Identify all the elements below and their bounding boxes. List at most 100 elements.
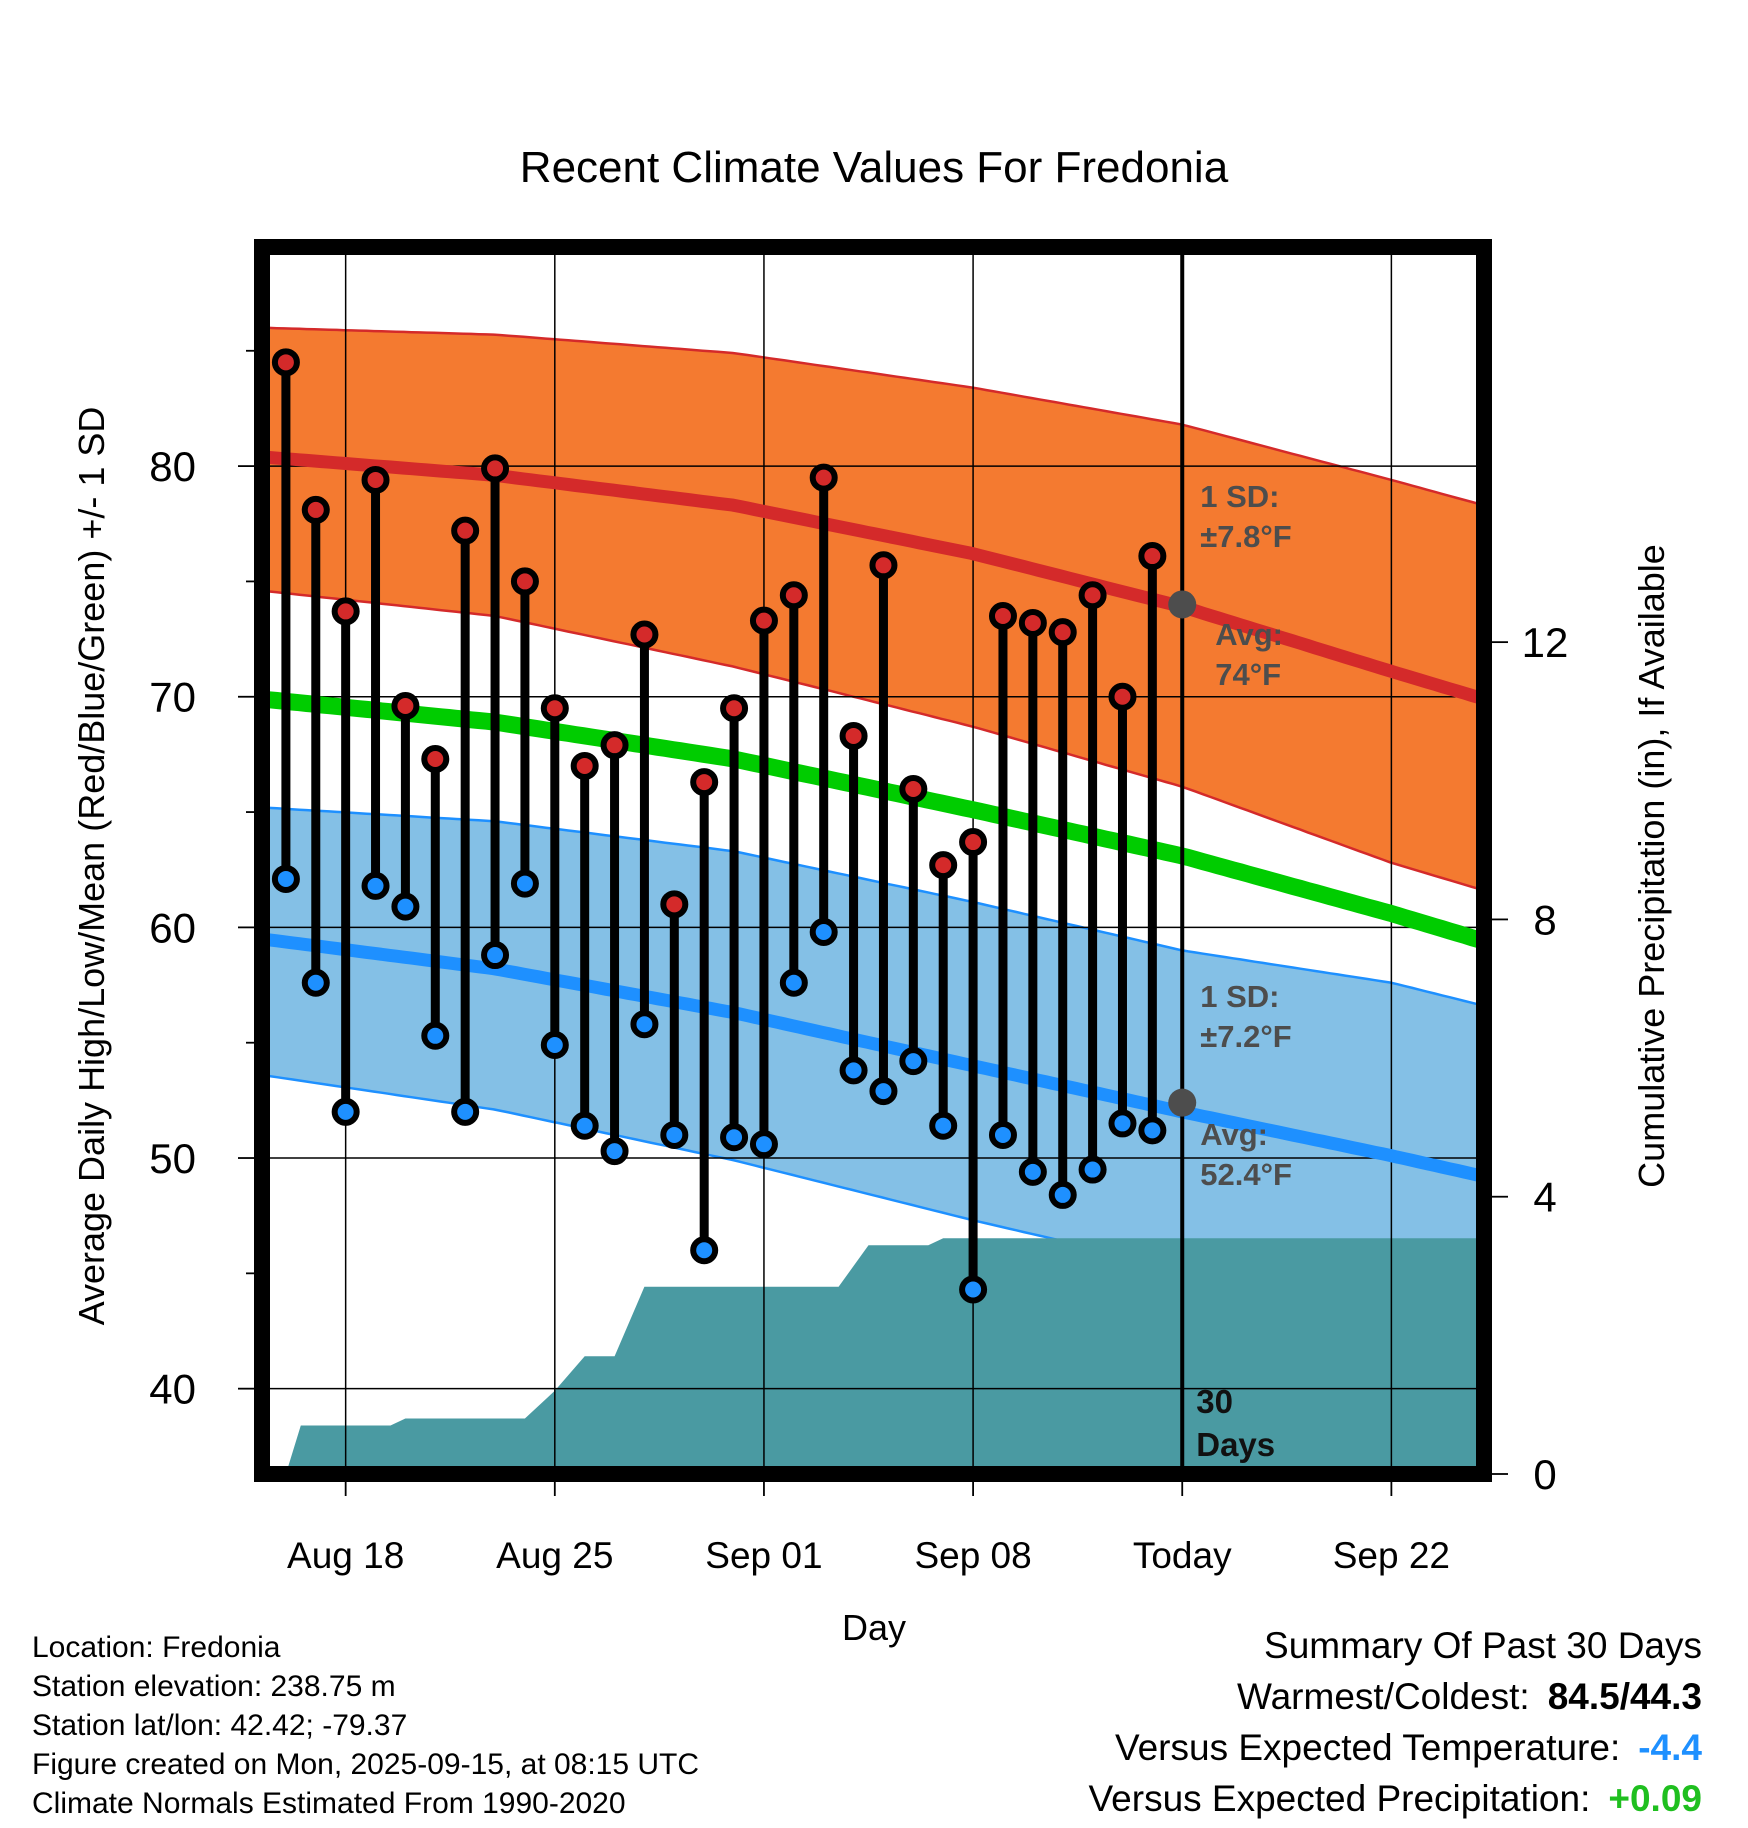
plot-area: 1 SD: ±7.8°F Avg: 74°F 1 SD: ±7.2°F Avg: 52.4°F… [262, 247, 1484, 1474]
daily-high-point [1138, 542, 1167, 571]
daily-high-point [899, 775, 928, 804]
summary-precip-value: +0.09 [1608, 1778, 1702, 1819]
plot-overlay: 40 50 60 70 80 0 4 8 12 Aug 18 Aug 25 Sep 01 Sep 08 T… [71, 239, 1672, 1648]
precipitation-area [285, 1238, 1484, 1474]
daily-low-point [988, 1120, 1017, 1149]
y2-tick-label: 4 [1533, 1174, 1556, 1221]
daily-low-point [1078, 1155, 1107, 1184]
meta-latlon: Station lat/lon: 42.42; -79.37 [32, 1709, 408, 1742]
daily-low-point [271, 864, 300, 893]
meta-created: Figure created on Mon, 2025-09-15, at 08… [32, 1748, 700, 1781]
daily-low-point [660, 1120, 689, 1149]
daily-high-point [929, 851, 958, 880]
daily-low-point [481, 941, 510, 970]
daily-low-point [630, 1010, 659, 1039]
normal-high-line [262, 450, 1482, 704]
y-tick-label: 40 [149, 1366, 196, 1413]
daily-high-point [779, 581, 808, 610]
summary-temp-label: Versus Expected Temperature: [1114, 1727, 1621, 1768]
daily-low-point [361, 871, 390, 900]
summary-temp-value: -4.4 [1638, 1727, 1702, 1768]
today-high-avg-marker [1168, 590, 1197, 619]
daily-low-point [1138, 1116, 1167, 1145]
daily-high-point [361, 465, 390, 494]
daily-high-point [570, 751, 599, 780]
daily-low-point [1018, 1157, 1047, 1186]
y-tick-label: 80 [149, 443, 196, 490]
low-avg-value: 52.4°F [1200, 1157, 1292, 1192]
x-tick-label: Aug 25 [496, 1535, 613, 1576]
y-axis-label: Average Daily High/Low/Mean (Red/Blue/Gr… [71, 407, 112, 1326]
x-tick-label: Sep 22 [1333, 1535, 1450, 1576]
plot-inner: 1 SD: ±7.8°F Avg: 74°F 1 SD: ±7.2°F Avg: 52.4°F… [262, 247, 1484, 1474]
daily-high-point [660, 890, 689, 919]
daily-high-point [451, 516, 480, 545]
daily-high-point [809, 463, 838, 492]
high-sd-value: ±7.8°F [1200, 519, 1291, 554]
daily-high-point [749, 606, 778, 635]
daily-high-point [271, 348, 300, 377]
low-sd-value: ±7.2°F [1200, 1019, 1291, 1054]
summary-panel: Summary Of Past 30 Days Warmest/Coldest:… [1089, 1620, 1702, 1824]
high-avg-label: Avg: [1215, 617, 1283, 652]
daily-high-point [540, 694, 569, 723]
daily-high-point [720, 694, 749, 723]
y2-tick-label: 8 [1533, 896, 1556, 943]
plot-frame [254, 239, 1492, 1482]
summary-warmest-row: Warmest/Coldest: 84.5/44.3 [1089, 1671, 1702, 1722]
summary-warmest-value: 84.5/44.3 [1547, 1676, 1702, 1717]
daily-low-point [929, 1111, 958, 1140]
high-avg-value: 74°F [1215, 657, 1281, 692]
daily-low-point [869, 1077, 898, 1106]
days-word: Days [1196, 1426, 1275, 1463]
daily-high-point [1078, 581, 1107, 610]
daily-high-point [1048, 618, 1077, 647]
low-avg-label: Avg: [1200, 1117, 1268, 1152]
daily-low-point [301, 968, 330, 997]
low-sd-band [262, 807, 1480, 1328]
days-count: 30 [1196, 1383, 1233, 1420]
daily-low-point [600, 1137, 629, 1166]
daily-high-point [481, 454, 510, 483]
daily-high-point [988, 602, 1017, 631]
x-tick-label: Today [1133, 1535, 1232, 1576]
daily-high-point [510, 567, 539, 596]
daily-low-point [391, 892, 420, 921]
daily-low-point [690, 1236, 719, 1265]
high-sd-band [262, 327, 1480, 890]
meta-normals: Climate Normals Estimated From 1990-2020 [32, 1787, 626, 1820]
x-tick-label: Sep 01 [705, 1535, 822, 1576]
daily-low-point [839, 1056, 868, 1085]
daily-high-point [421, 745, 450, 774]
daily-high-point [630, 620, 659, 649]
station-metadata: Location: Fredonia Station elevation: 23… [32, 1628, 699, 1823]
daily-low-point [331, 1097, 360, 1126]
low-sd-label: 1 SD: [1200, 979, 1279, 1014]
summary-warmest-label: Warmest/Coldest: [1237, 1676, 1530, 1717]
y2-axis-label: Cumulative Precipitation (in), If Availa… [1631, 544, 1672, 1188]
daily-high-point [869, 551, 898, 580]
y2-tick-label: 12 [1522, 619, 1569, 666]
daily-high-point [839, 721, 868, 750]
y-tick-label: 70 [149, 674, 196, 721]
daily-low-point [1048, 1180, 1077, 1209]
daily-low-point [540, 1031, 569, 1060]
daily-high-point [959, 828, 988, 857]
daily-high-point [331, 597, 360, 626]
daily-low-point [421, 1021, 450, 1050]
high-sd-band-upper-edge [262, 326, 1480, 506]
daily-high-point [1018, 608, 1047, 637]
summary-temp-row: Versus Expected Temperature: -4.4 [1089, 1722, 1702, 1773]
daily-low-point [720, 1123, 749, 1152]
summary-precip-row: Versus Expected Precipitation: +0.09 [1089, 1773, 1702, 1824]
daily-low-point [570, 1111, 599, 1140]
chart-title: Recent Climate Values For Fredonia [520, 143, 1229, 192]
y2-tick-label: 0 [1533, 1451, 1556, 1498]
daily-low-point [749, 1130, 778, 1159]
y-tick-label: 60 [149, 904, 196, 951]
daily-low-point [510, 869, 539, 898]
daily-low-point [809, 917, 838, 946]
today-low-avg-marker [1168, 1088, 1197, 1117]
daily-low-point [779, 968, 808, 997]
